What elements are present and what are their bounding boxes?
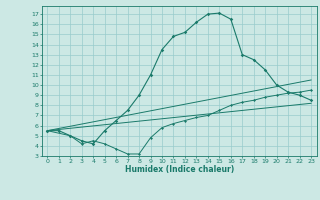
X-axis label: Humidex (Indice chaleur): Humidex (Indice chaleur) [124, 165, 234, 174]
